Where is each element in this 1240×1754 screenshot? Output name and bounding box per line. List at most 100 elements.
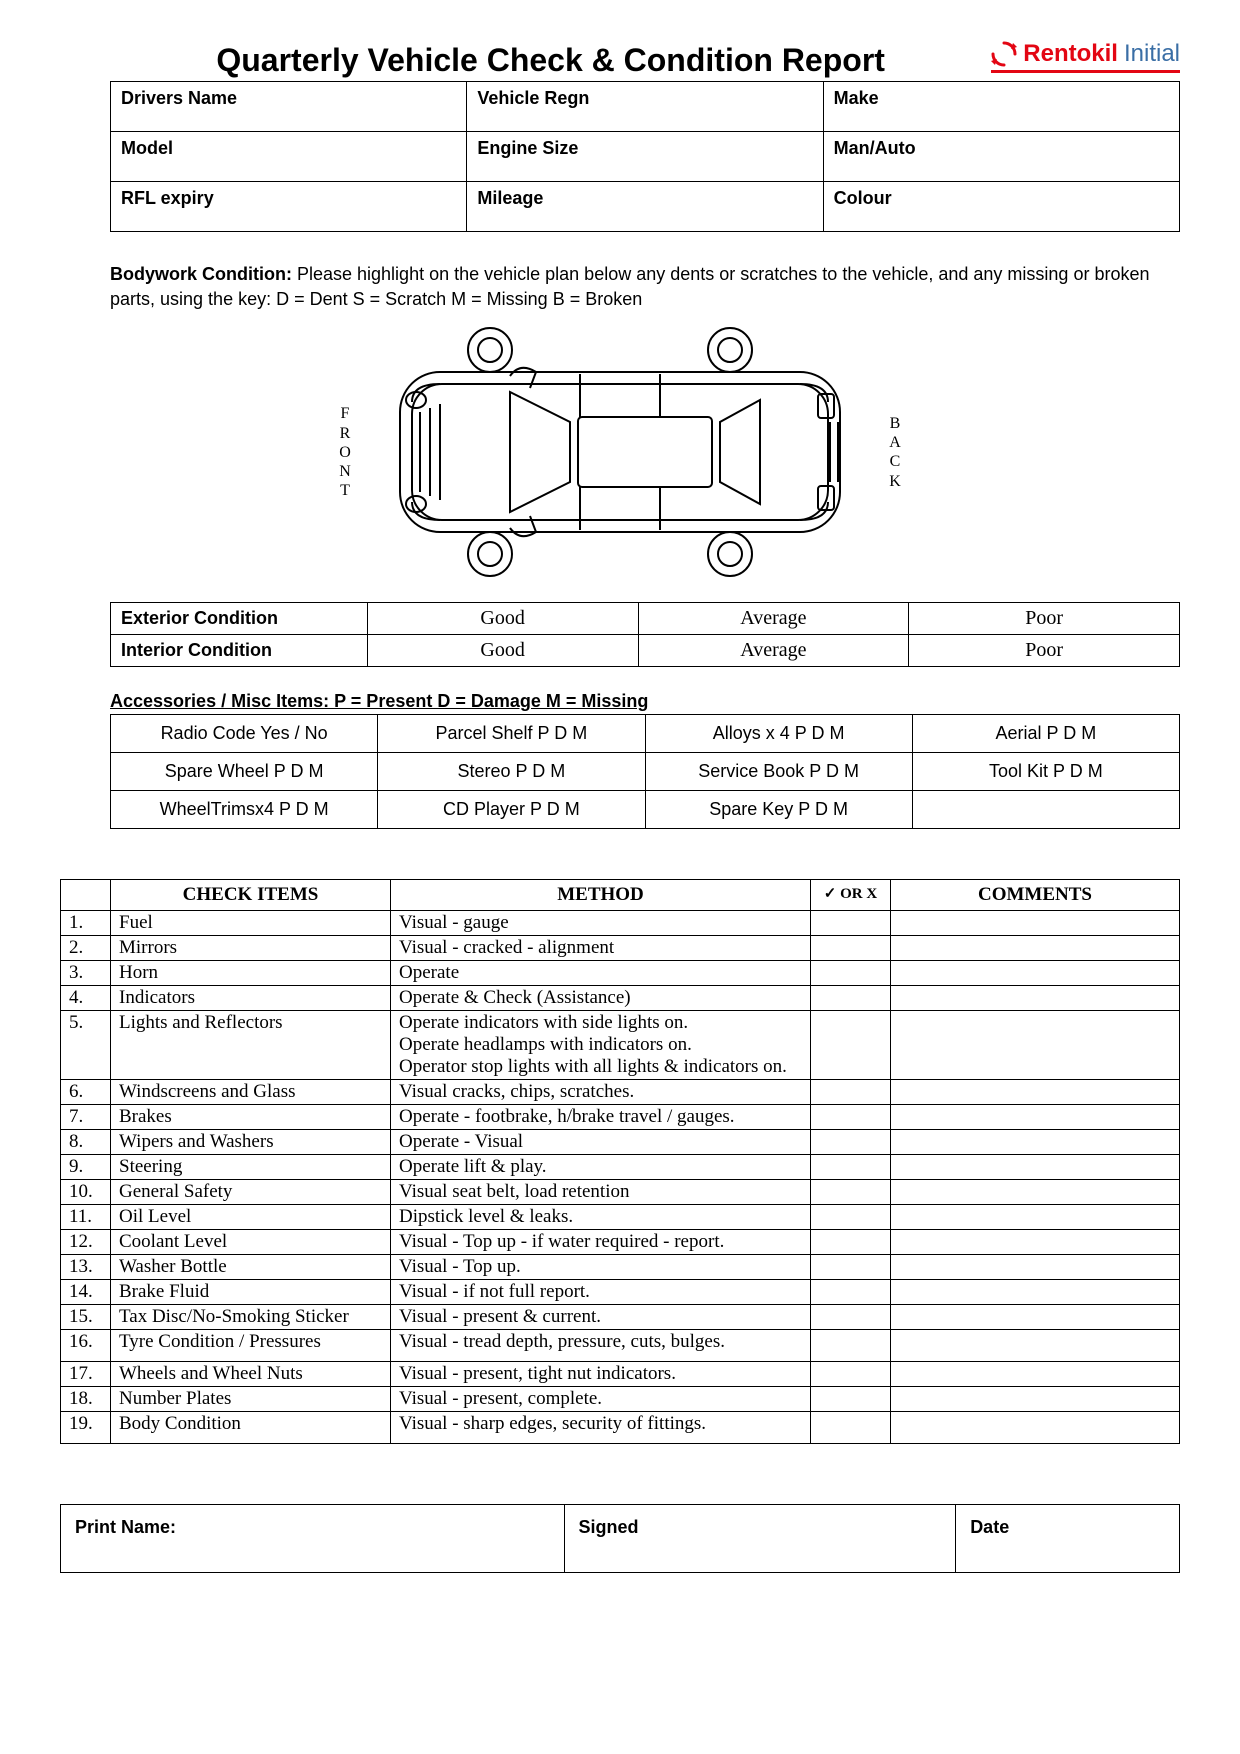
acc-empty[interactable]	[912, 791, 1179, 829]
check-comments[interactable]	[891, 1330, 1180, 1362]
table-row: 12.Coolant LevelVisual - Top up - if wat…	[61, 1230, 1180, 1255]
check-mark[interactable]	[811, 1330, 891, 1362]
check-mark[interactable]	[811, 1011, 891, 1080]
check-mark[interactable]	[811, 986, 891, 1011]
check-comments[interactable]	[891, 936, 1180, 961]
acc-spare-wheel[interactable]: Spare Wheel P D M	[111, 753, 378, 791]
check-number: 14.	[61, 1280, 111, 1305]
check-method: Visual - Top up.	[391, 1255, 811, 1280]
field-man-auto[interactable]: Man/Auto	[823, 132, 1179, 182]
check-method: Operate & Check (Assistance)	[391, 986, 811, 1011]
field-vehicle-regn[interactable]: Vehicle Regn	[467, 82, 823, 132]
field-signed[interactable]: Signed	[564, 1505, 956, 1573]
field-colour[interactable]: Colour	[823, 182, 1179, 232]
exterior-average[interactable]: Average	[638, 603, 909, 635]
check-comments[interactable]	[891, 1130, 1180, 1155]
table-row: 10.General SafetyVisual seat belt, load …	[61, 1180, 1180, 1205]
check-comments[interactable]	[891, 1011, 1180, 1080]
acc-radio-code[interactable]: Radio Code Yes / No	[111, 715, 378, 753]
check-method: Visual - if not full report.	[391, 1280, 811, 1305]
check-mark[interactable]	[811, 1255, 891, 1280]
accessories-header: Accessories / Misc Items: P = Present D …	[110, 691, 1180, 712]
check-mark[interactable]	[811, 1412, 891, 1444]
exterior-condition-label: Exterior Condition	[111, 603, 368, 635]
interior-condition-label: Interior Condition	[111, 635, 368, 667]
check-mark[interactable]	[811, 1230, 891, 1255]
acc-aerial[interactable]: Aerial P D M	[912, 715, 1179, 753]
check-number: 13.	[61, 1255, 111, 1280]
check-item: Horn	[111, 961, 391, 986]
field-model[interactable]: Model	[111, 132, 467, 182]
check-mark[interactable]	[811, 1080, 891, 1105]
check-comments[interactable]	[891, 961, 1180, 986]
check-method: Visual seat belt, load retention	[391, 1180, 811, 1205]
interior-poor[interactable]: Poor	[909, 635, 1180, 667]
condition-table: Exterior Condition Good Average Poor Int…	[110, 602, 1180, 667]
acc-parcel-shelf[interactable]: Parcel Shelf P D M	[378, 715, 645, 753]
interior-good[interactable]: Good	[367, 635, 638, 667]
check-number: 10.	[61, 1180, 111, 1205]
check-comments[interactable]	[891, 911, 1180, 936]
check-item: Indicators	[111, 986, 391, 1011]
table-row: WheelTrimsx4 P D M CD Player P D M Spare…	[111, 791, 1180, 829]
exterior-good[interactable]: Good	[367, 603, 638, 635]
table-row: 7.BrakesOperate - footbrake, h/brake tra…	[61, 1105, 1180, 1130]
field-make[interactable]: Make	[823, 82, 1179, 132]
check-mark[interactable]	[811, 1105, 891, 1130]
check-comments[interactable]	[891, 1155, 1180, 1180]
field-print-name[interactable]: Print Name:	[61, 1505, 565, 1573]
check-comments[interactable]	[891, 1280, 1180, 1305]
exterior-poor[interactable]: Poor	[909, 603, 1180, 635]
signature-table: Print Name: Signed Date	[60, 1504, 1180, 1573]
check-mark[interactable]	[811, 1155, 891, 1180]
check-number: 8.	[61, 1130, 111, 1155]
check-mark[interactable]	[811, 911, 891, 936]
check-comments[interactable]	[891, 1412, 1180, 1444]
acc-service-book[interactable]: Service Book P D M	[645, 753, 912, 791]
field-engine-size[interactable]: Engine Size	[467, 132, 823, 182]
check-item: Tax Disc/No-Smoking Sticker	[111, 1305, 391, 1330]
check-comments[interactable]	[891, 1180, 1180, 1205]
logo-text-rentokil: Rentokil	[1023, 40, 1118, 68]
table-row: 17.Wheels and Wheel NutsVisual - present…	[61, 1362, 1180, 1387]
check-mark[interactable]	[811, 936, 891, 961]
check-comments[interactable]	[891, 1230, 1180, 1255]
check-comments[interactable]	[891, 1080, 1180, 1105]
check-item: Number Plates	[111, 1387, 391, 1412]
acc-spare-key[interactable]: Spare Key P D M	[645, 791, 912, 829]
check-comments[interactable]	[891, 1205, 1180, 1230]
table-row: 11.Oil LevelDipstick level & leaks.	[61, 1205, 1180, 1230]
check-number: 2.	[61, 936, 111, 961]
check-comments[interactable]	[891, 1387, 1180, 1412]
check-item: Lights and Reflectors	[111, 1011, 391, 1080]
check-number: 12.	[61, 1230, 111, 1255]
acc-cd-player[interactable]: CD Player P D M	[378, 791, 645, 829]
check-mark[interactable]	[811, 1205, 891, 1230]
check-number: 19.	[61, 1412, 111, 1444]
vehicle-info-grid: Drivers Name Vehicle Regn Make Model Eng…	[110, 81, 1180, 232]
check-mark[interactable]	[811, 961, 891, 986]
check-number: 11.	[61, 1205, 111, 1230]
bodywork-instructions: Bodywork Condition: Please highlight on …	[110, 262, 1180, 312]
check-comments[interactable]	[891, 1255, 1180, 1280]
field-mileage[interactable]: Mileage	[467, 182, 823, 232]
field-drivers-name[interactable]: Drivers Name	[111, 82, 467, 132]
acc-wheel-trims[interactable]: WheelTrimsx4 P D M	[111, 791, 378, 829]
check-comments[interactable]	[891, 986, 1180, 1011]
acc-tool-kit[interactable]: Tool Kit P D M	[912, 753, 1179, 791]
check-mark[interactable]	[811, 1362, 891, 1387]
check-mark[interactable]	[811, 1280, 891, 1305]
check-mark[interactable]	[811, 1305, 891, 1330]
acc-alloys[interactable]: Alloys x 4 P D M	[645, 715, 912, 753]
check-comments[interactable]	[891, 1362, 1180, 1387]
check-comments[interactable]	[891, 1305, 1180, 1330]
check-mark[interactable]	[811, 1130, 891, 1155]
check-comments[interactable]	[891, 1105, 1180, 1130]
acc-stereo[interactable]: Stereo P D M	[378, 753, 645, 791]
field-date[interactable]: Date	[956, 1505, 1180, 1573]
check-mark[interactable]	[811, 1180, 891, 1205]
interior-average[interactable]: Average	[638, 635, 909, 667]
check-number: 5.	[61, 1011, 111, 1080]
field-rfl-expiry[interactable]: RFL expiry	[111, 182, 467, 232]
check-mark[interactable]	[811, 1387, 891, 1412]
